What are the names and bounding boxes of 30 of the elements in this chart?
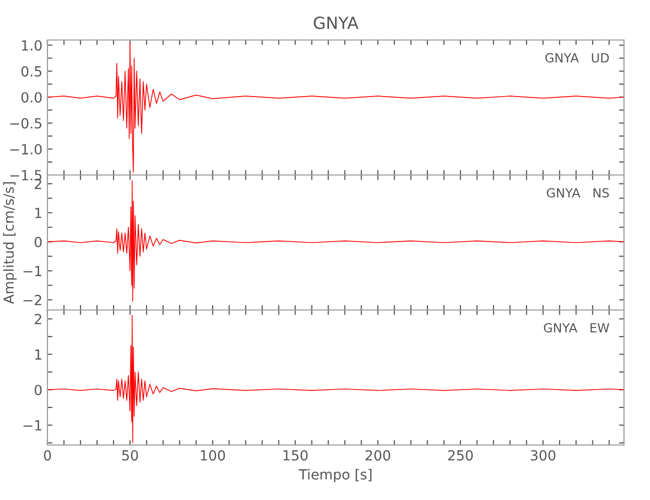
y-tick-label: −1: [24, 266, 42, 276]
y-tick-label: 1: [35, 349, 42, 360]
x-tick-label: 150: [284, 450, 308, 461]
line-series: [47, 314, 624, 444]
y-tick-label: 2: [34, 314, 42, 324]
y-tick-label: 1.0: [22, 40, 42, 51]
y-tick-label: 0: [34, 236, 42, 248]
x-tick-label: 50: [122, 450, 138, 461]
annotation: GNYA UD: [545, 53, 609, 63]
y-tick-label: 0: [34, 384, 42, 396]
y-tick-label: 1: [35, 208, 42, 218]
y-tick-label: −1.0: [10, 144, 42, 155]
y-tick-label: 0.0: [21, 92, 42, 103]
line-series: [47, 42, 624, 173]
y-tick-label: 0.5: [21, 66, 42, 77]
x-tick-label: 250: [448, 450, 473, 461]
annotation: GNYA EW: [544, 323, 610, 333]
chart-title: GNYA: [314, 16, 358, 30]
y-tick-label: −0.5: [10, 118, 42, 129]
y-tick-label: −2: [24, 294, 42, 306]
y-axis-title: Amplitud [cm/s/s]: [3, 182, 17, 304]
x-tick-label: 300: [530, 450, 556, 461]
x-tick-label: 0: [44, 450, 51, 461]
y-tick-label: −1.5: [10, 170, 42, 180]
annotation: GNYA NS: [546, 188, 609, 198]
x-axis-title: Tiempo [s]: [298, 468, 372, 482]
x-tick-label: 100: [200, 450, 225, 461]
x-tick-label: 200: [366, 450, 390, 461]
line-series: [47, 180, 624, 302]
y-tick-label: −1: [24, 420, 42, 430]
